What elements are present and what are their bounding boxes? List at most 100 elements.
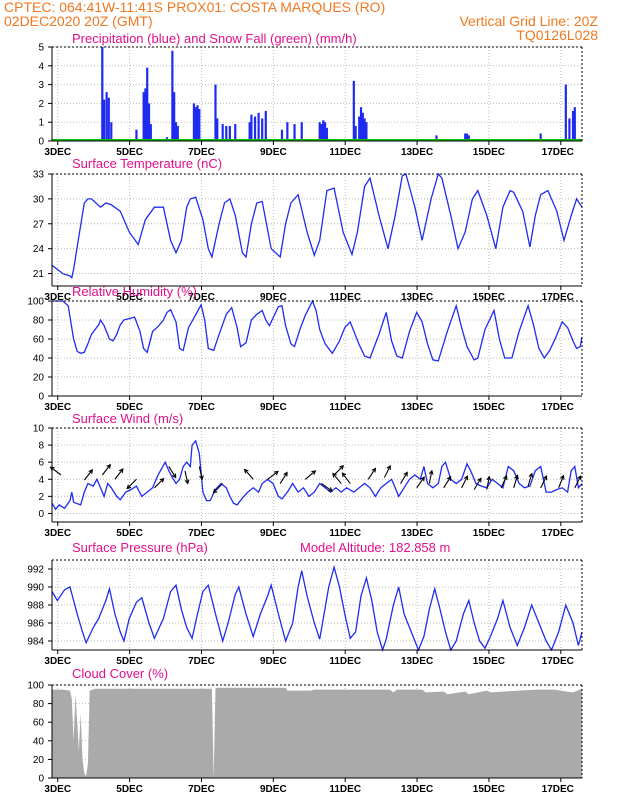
precip-bar	[192, 103, 196, 141]
precip-bar	[293, 124, 296, 141]
x-tick-label: 11DEC	[329, 656, 361, 667]
x-tick-label: 7DEC	[188, 784, 215, 795]
cloud-area	[52, 687, 582, 778]
wind-arrow	[400, 471, 408, 484]
precip-bar	[300, 122, 303, 141]
wind-arrow	[279, 471, 288, 484]
precip-bar	[573, 107, 576, 141]
x-tick-label: 9DEC	[260, 784, 287, 795]
precip-bar	[110, 122, 113, 141]
wind-arrow	[126, 478, 137, 490]
temp-title: Surface Temperature (nC)	[72, 156, 222, 171]
precip-bar	[171, 50, 174, 142]
precip-bar	[250, 114, 253, 141]
x-tick-label: 9DEC	[260, 292, 287, 303]
wind-arrow	[500, 474, 508, 489]
precip-title: Precipitation (blue) and Snow Fall (gree…	[72, 31, 357, 46]
wind-arrow	[321, 483, 334, 492]
x-tick-label: 3DEC	[44, 147, 71, 158]
precip-bar	[228, 125, 231, 141]
precip-bar	[147, 103, 151, 141]
cloud-title: Cloud Cover (%)	[72, 666, 168, 681]
precip-bar	[216, 118, 219, 141]
y-tick-label: 80	[33, 316, 45, 327]
y-tick-label: 100	[27, 681, 44, 692]
wind-arrow	[304, 470, 317, 480]
precip-bar	[365, 122, 368, 141]
pres-extra-label: Model Altitude: 182.858 m	[300, 540, 450, 555]
wind-arrow	[558, 474, 565, 489]
header-date: 02DEC2020 20Z (GMT)	[4, 13, 153, 29]
header-model: TQ0126L028	[516, 27, 598, 43]
wind-arrow	[443, 475, 452, 489]
precip-bar	[325, 127, 328, 141]
x-tick-label: 5DEC	[116, 528, 143, 539]
wind-arrow	[333, 464, 345, 476]
x-tick-label: 5DEC	[116, 402, 143, 413]
precip-bar	[221, 124, 224, 141]
x-tick-label: 13DEC	[401, 784, 433, 795]
precip-bar	[435, 135, 438, 141]
precip-bar	[107, 97, 110, 141]
x-tick-label: 11DEC	[329, 292, 361, 303]
x-tick-label: 7DEC	[188, 528, 215, 539]
pres-line	[51, 564, 583, 653]
precip-bar	[539, 133, 542, 141]
y-tick-label: 33	[33, 170, 45, 181]
y-tick-label: 0	[38, 137, 44, 148]
precip-bar	[465, 133, 469, 141]
precip-bar	[320, 124, 323, 141]
y-tick-label: 2	[38, 492, 44, 503]
wind-arrow	[168, 466, 177, 479]
precip-bar	[568, 118, 571, 141]
precip-bar	[257, 112, 260, 141]
precip-bar	[105, 92, 108, 141]
x-tick-label: 7DEC	[188, 656, 215, 667]
x-tick-label: 5DEC	[116, 784, 143, 795]
x-tick-label: 15DEC	[473, 656, 505, 667]
precip-bar	[564, 84, 567, 141]
header-line1: CPTEC: 064:41W-11:41S PROX01: COSTA MARQ…	[4, 0, 385, 15]
y-tick-label: 5	[38, 43, 44, 54]
x-tick-label: 11DEC	[329, 402, 361, 413]
precip-bar	[571, 110, 575, 141]
precip-bar	[214, 84, 217, 141]
precip-bar	[144, 88, 147, 141]
x-tick-label: 17DEC	[542, 528, 574, 539]
wind-arrow	[428, 469, 434, 484]
x-tick-label: 3DEC	[44, 656, 71, 667]
precip-bar	[248, 122, 251, 141]
y-tick-label: 10	[33, 424, 45, 435]
temp-line	[51, 172, 583, 279]
y-tick-label: 6	[38, 458, 44, 469]
x-tick-label: 17DEC	[542, 147, 574, 158]
precip-bar	[173, 92, 176, 141]
wind-arrow	[540, 475, 548, 489]
precip-bar	[280, 129, 284, 141]
y-tick-label: 40	[33, 736, 45, 747]
x-tick-label: 7DEC	[188, 402, 215, 413]
precip-bar	[174, 122, 178, 141]
x-tick-label: 9DEC	[260, 402, 287, 413]
x-tick-label: 3DEC	[44, 528, 71, 539]
wind-arrow	[267, 470, 279, 480]
y-tick-label: 20	[33, 755, 45, 766]
x-tick-label: 13DEC	[401, 528, 433, 539]
y-tick-label: 4	[38, 475, 44, 486]
precip-bar	[149, 124, 152, 141]
precip-bar	[176, 125, 179, 141]
pres-title: Surface Pressure (hPa)	[72, 540, 208, 555]
precip-bar	[467, 135, 470, 141]
x-tick-label: 17DEC	[542, 656, 574, 667]
precip-bar	[264, 110, 267, 141]
precip-panel: Precipitation (blue) and Snow Fall (gree…	[38, 31, 583, 158]
wind-arrow	[383, 464, 391, 478]
wind-panel: Surface Wind (m/s) 0 2 4 6 8 10 3DEC 5DEC 7DEC 9DE…	[33, 411, 583, 539]
wind-arrow	[154, 477, 165, 489]
precip-bar	[135, 129, 138, 141]
precip-bar	[253, 116, 257, 141]
precip-bar	[363, 118, 366, 141]
x-tick-label: 3DEC	[44, 784, 71, 795]
precip-bar	[358, 116, 361, 141]
